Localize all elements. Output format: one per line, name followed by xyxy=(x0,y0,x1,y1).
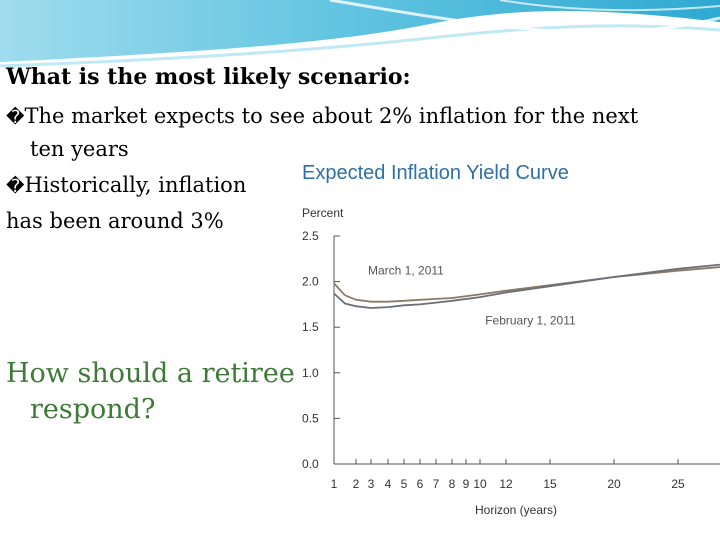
banner-highlight xyxy=(0,24,720,68)
y-tick-label: 0.0 xyxy=(302,457,319,471)
x-tick-label: 20 xyxy=(607,477,621,491)
bullet-line: �The market expects to see about 2% infl… xyxy=(6,104,638,128)
y-tick-label: 2.5 xyxy=(302,229,319,243)
banner-highlight xyxy=(329,0,720,34)
series-label: March 1, 2011 xyxy=(368,263,444,277)
y-tick-label: 0.5 xyxy=(302,411,319,425)
x-tick-label: 2 xyxy=(353,477,360,491)
y-tick-label: 1.0 xyxy=(302,366,319,380)
x-tick-label: 5 xyxy=(401,477,408,491)
banner-highlight xyxy=(499,0,720,12)
bullet-glyph: � xyxy=(6,107,25,128)
x-tick-label: 7 xyxy=(433,477,440,491)
plot-area: 0.00.51.01.52.02.5123456789101215202530M… xyxy=(302,229,720,491)
x-axis-label: Horizon (years) xyxy=(475,503,557,517)
x-tick-label: 9 xyxy=(463,477,470,491)
x-tick-label: 12 xyxy=(499,477,513,491)
question: How should a retiree respond? xyxy=(6,356,295,428)
question-line: How should a retiree xyxy=(6,358,295,389)
chart-title: Expected Inflation Yield Curve xyxy=(302,162,569,184)
bullet-text: ten years xyxy=(30,137,129,161)
banner-wave xyxy=(0,0,720,62)
series-label: February 1, 2011 xyxy=(485,313,576,327)
chart-background xyxy=(298,152,720,520)
x-tick-label: 25 xyxy=(671,477,685,491)
y-tick-label: 1.5 xyxy=(302,320,319,334)
question-line: respond? xyxy=(30,394,156,425)
bullet-text: The market expects to see about 2% infla… xyxy=(24,104,639,128)
y-axis-label: Percent xyxy=(302,206,344,220)
x-tick-label: 3 xyxy=(368,477,375,491)
decorative-banner xyxy=(0,0,720,68)
bullet-text: has been around 3% xyxy=(6,209,224,233)
x-tick-label: 8 xyxy=(449,477,456,491)
x-tick-label: 15 xyxy=(543,477,557,491)
x-tick-label: 4 xyxy=(385,477,392,491)
x-tick-label: 10 xyxy=(473,477,487,491)
series-line xyxy=(333,263,720,309)
x-tick-label: 6 xyxy=(417,477,424,491)
x-tick-label: 1 xyxy=(331,477,338,491)
slide-title: What is the most likely scenario: xyxy=(6,64,411,90)
bullet-text: Historically, inflation xyxy=(24,173,247,197)
inflation-yield-curve-chart: Expected Inflation Yield Curve Percent H… xyxy=(298,152,720,520)
bullet-line: �Historically, inflation xyxy=(6,173,246,197)
bullet-glyph: � xyxy=(6,176,25,197)
y-tick-label: 2.0 xyxy=(302,275,319,289)
